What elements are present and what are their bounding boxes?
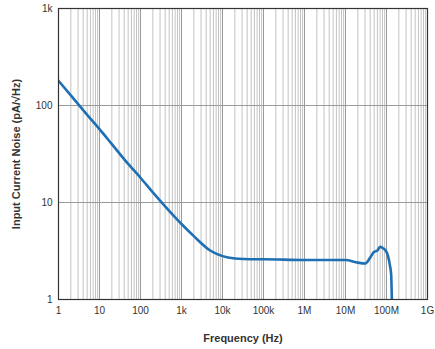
svg-text:100: 100	[36, 100, 53, 111]
svg-text:1M: 1M	[298, 305, 312, 316]
svg-text:10: 10	[41, 197, 53, 208]
svg-text:10: 10	[94, 305, 106, 316]
svg-text:10k: 10k	[214, 305, 231, 316]
svg-text:100k: 100k	[253, 305, 276, 316]
svg-text:1G: 1G	[421, 305, 435, 316]
svg-text:Frequency (Hz): Frequency (Hz)	[203, 332, 283, 344]
svg-text:100M: 100M	[374, 305, 399, 316]
svg-text:1k: 1k	[176, 305, 188, 316]
svg-text:1k: 1k	[42, 3, 54, 14]
svg-text:10M: 10M	[336, 305, 355, 316]
svg-text:1: 1	[47, 294, 53, 305]
svg-text:Input Current Noise (pA/√Hz): Input Current Noise (pA/√Hz)	[10, 79, 22, 230]
svg-text:1: 1	[56, 305, 62, 316]
svg-text:100: 100	[132, 305, 149, 316]
